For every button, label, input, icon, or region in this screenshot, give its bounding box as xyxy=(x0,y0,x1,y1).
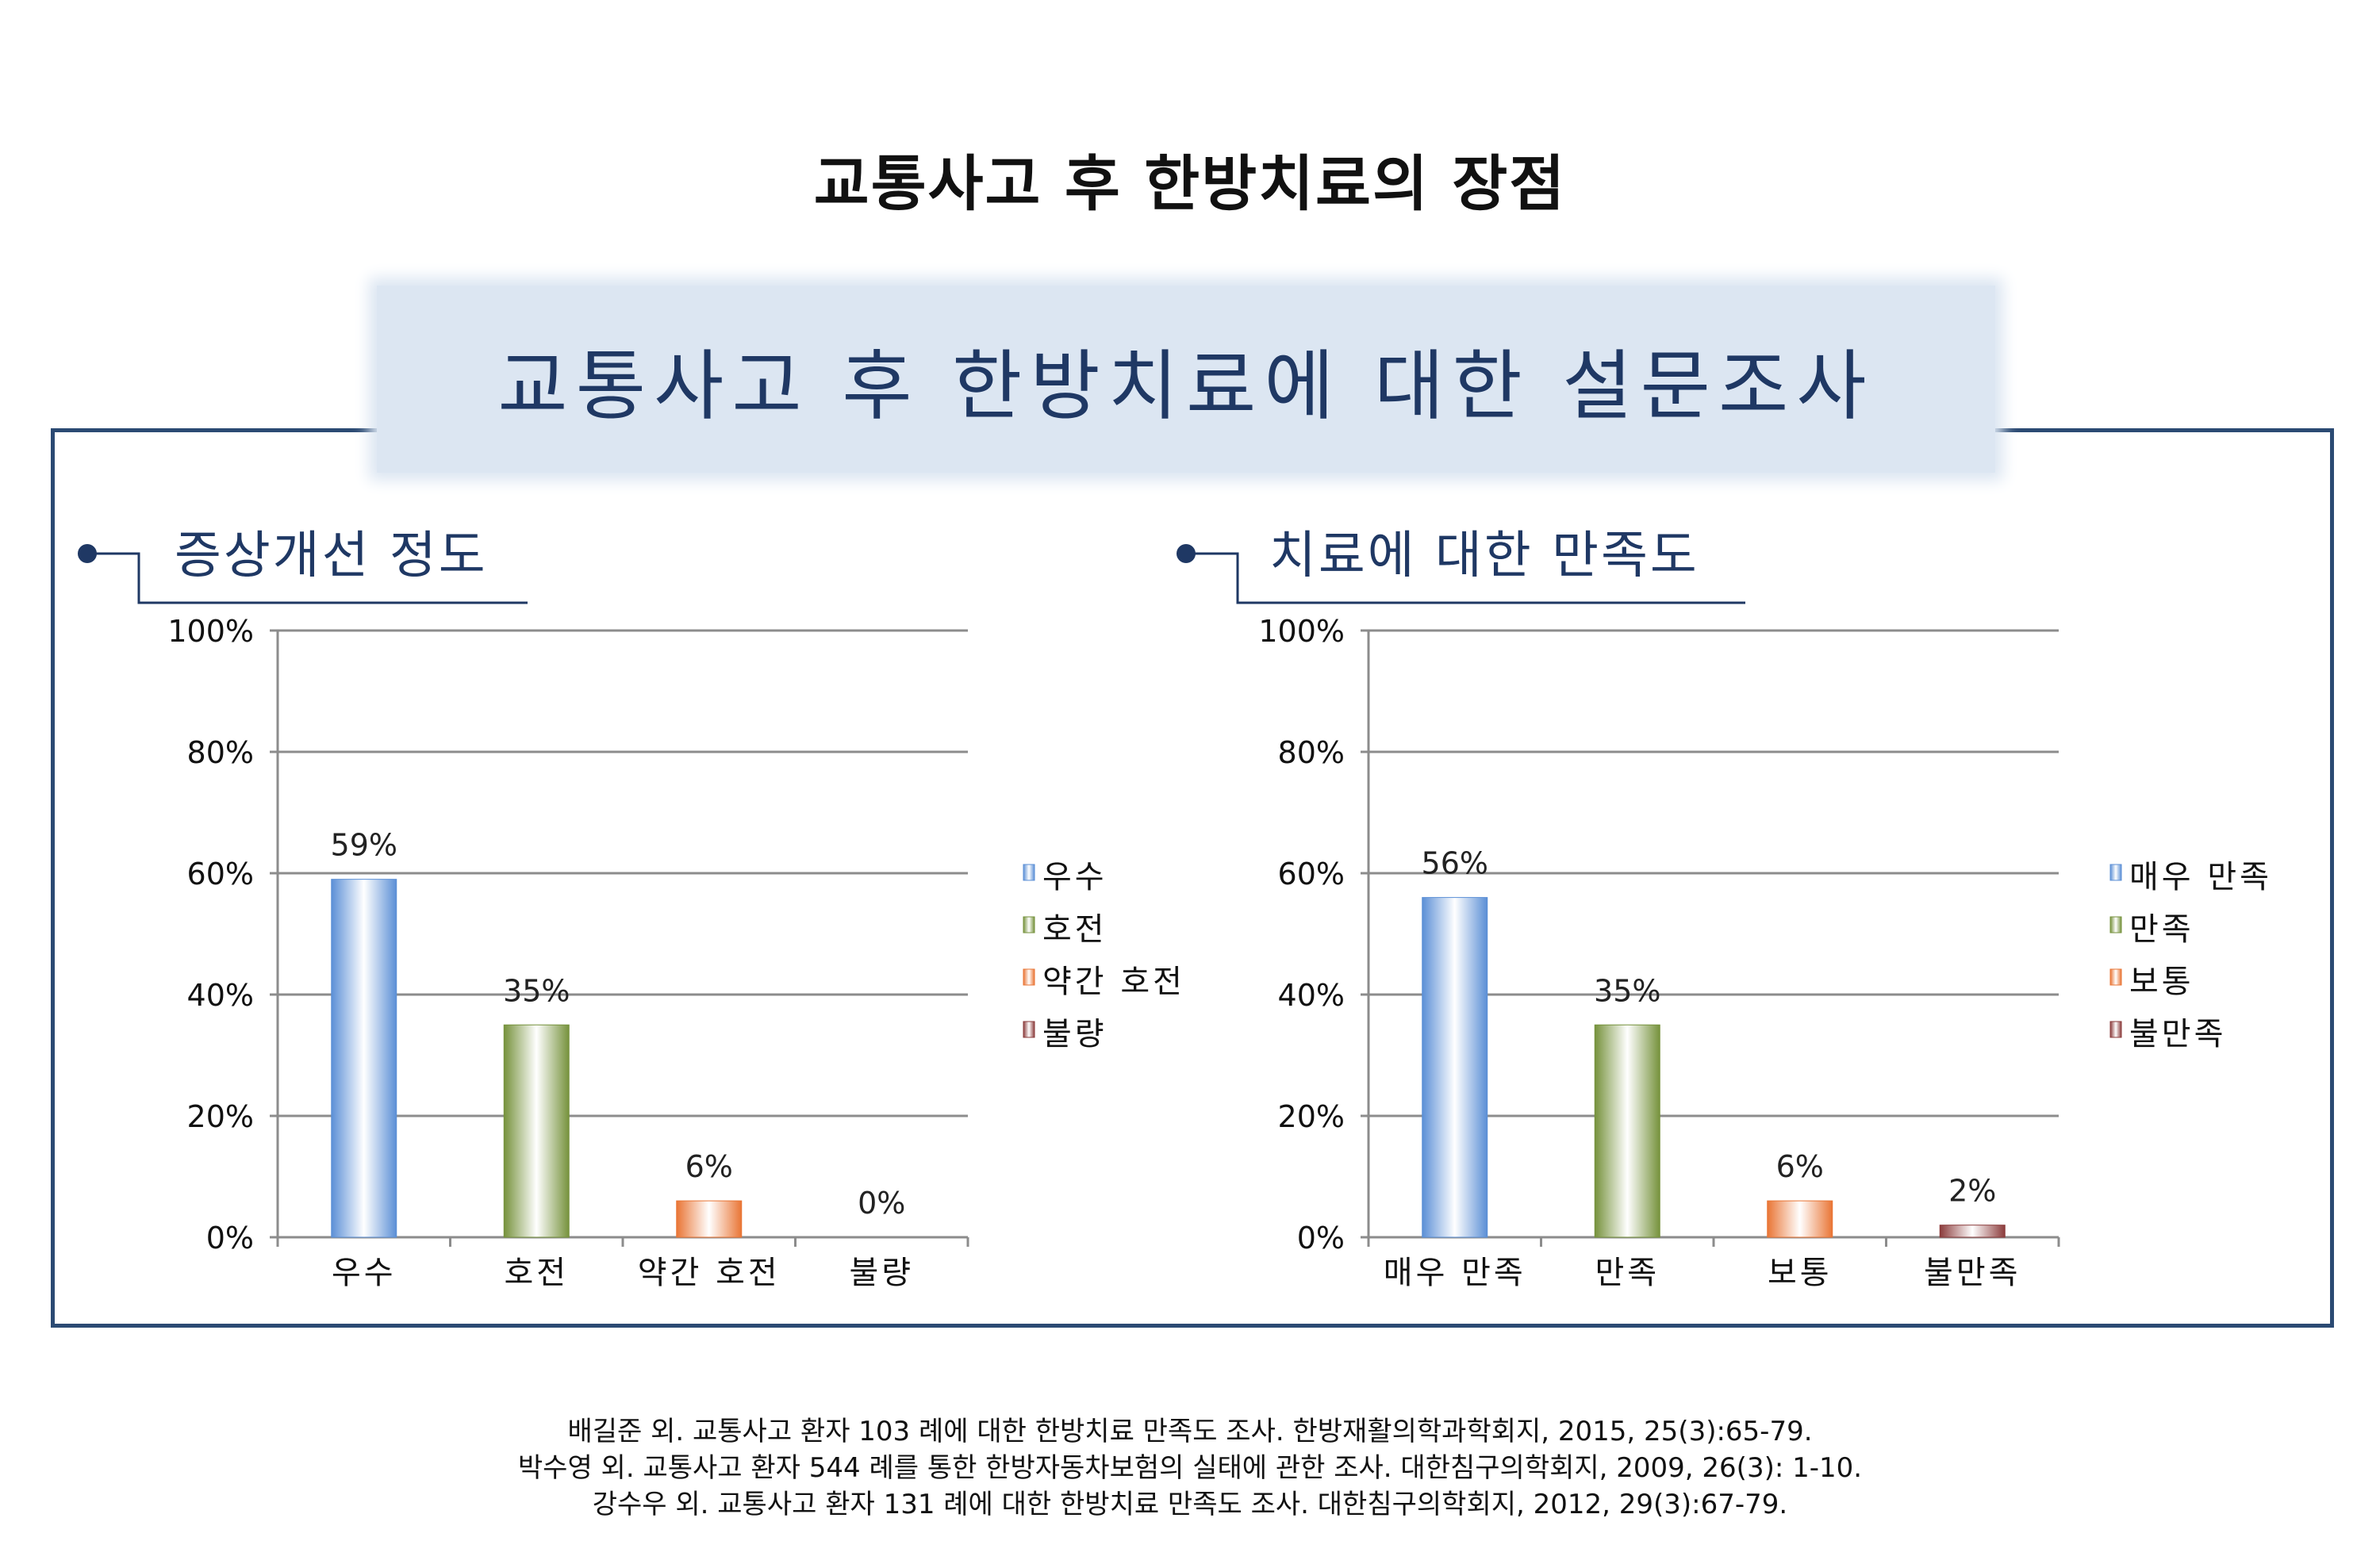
x-tick-label: 매우 만족 xyxy=(1384,1255,1526,1291)
y-tick-label: 20% xyxy=(187,1099,254,1134)
bar xyxy=(1939,1225,2006,1238)
legend-label: 호전 xyxy=(1042,911,1107,948)
x-tick-label: 불량 xyxy=(849,1255,914,1291)
legend-swatch xyxy=(1023,1021,1035,1038)
legend-label: 우수 xyxy=(1042,859,1107,895)
bar xyxy=(676,1200,743,1238)
bar xyxy=(331,879,397,1238)
y-tick-label: 60% xyxy=(187,857,254,891)
y-tick-label: 80% xyxy=(187,735,254,770)
data-label: 6% xyxy=(1776,1149,1824,1184)
legend-label: 불만족 xyxy=(2129,1016,2226,1052)
x-tick-label: 만족 xyxy=(1595,1255,1660,1291)
data-label: 6% xyxy=(685,1149,733,1184)
header-line xyxy=(1186,552,1745,604)
legend-label: 보통 xyxy=(2129,964,2194,1000)
chart-title: 치료에 대한 만족도 xyxy=(1269,527,1699,585)
legend-label: 불량 xyxy=(1042,1016,1107,1052)
legend-label: 매우 만족 xyxy=(2129,859,2272,895)
bar xyxy=(1422,897,1488,1238)
x-tick-label: 보통 xyxy=(1768,1255,1833,1291)
y-tick-label: 60% xyxy=(1278,857,1345,891)
data-label: 35% xyxy=(1594,973,1660,1008)
bar xyxy=(1594,1024,1660,1238)
legend-label: 약간 호전 xyxy=(1042,964,1185,1000)
y-tick-label: 40% xyxy=(1278,978,1345,1013)
legend-swatch xyxy=(2109,1021,2122,1038)
banner-title: 교통사고 후 한방치료에 대한 설문조사 xyxy=(497,341,1875,431)
y-tick-label: 40% xyxy=(187,978,254,1013)
data-label: 35% xyxy=(503,973,570,1008)
y-tick-label: 100% xyxy=(167,614,254,649)
survey-banner: 교통사고 후 한방치료에 대한 설문조사 xyxy=(377,286,1995,473)
x-tick-label: 호전 xyxy=(504,1255,569,1291)
y-tick-label: 0% xyxy=(206,1221,254,1255)
legend-swatch xyxy=(1023,916,1035,933)
data-label: 2% xyxy=(1948,1174,1996,1209)
data-label: 59% xyxy=(331,828,397,863)
data-label: 0% xyxy=(858,1186,905,1221)
reference-item: 강수우 외. 교통사고 환자 131 례에 대한 한방치료 만족도 조사. 대한… xyxy=(592,1489,1788,1520)
x-tick-label: 우수 xyxy=(332,1255,397,1291)
legend-swatch xyxy=(1023,864,1035,881)
bar xyxy=(503,1024,570,1238)
x-tick-label: 약간 호전 xyxy=(638,1255,781,1291)
y-tick-label: 20% xyxy=(1278,1099,1345,1134)
legend-label: 만족 xyxy=(2129,911,2194,948)
y-tick-label: 0% xyxy=(1297,1221,1345,1255)
y-tick-label: 100% xyxy=(1258,614,1345,649)
bar xyxy=(1767,1200,1833,1238)
legend-swatch xyxy=(2109,864,2122,881)
legend-swatch xyxy=(2109,916,2122,933)
chart-title: 증상개선 정도 xyxy=(175,527,488,585)
legend-swatch xyxy=(2109,968,2122,986)
y-tick-label: 80% xyxy=(1278,735,1345,770)
references: 배길준 외. 교통사고 환자 103 례에 대한 한방치료 만족도 조사. 한방… xyxy=(0,1413,2380,1523)
data-label: 56% xyxy=(1422,846,1488,881)
page-title: 교통사고 후 한방치료의 장점 xyxy=(813,148,1567,219)
header-line xyxy=(87,552,528,604)
symptom-improvement-chart: 증상개선 정도 0% 20% 40% 60% 80% 100% 59% 우수 35% 호전 6% 약간 … xyxy=(78,527,1185,1291)
x-tick-label: 불만족 xyxy=(1924,1255,2021,1291)
reference-item: 박수영 외. 교통사고 환자 544 례를 통한 한방자동차보험의 실태에 관한… xyxy=(517,1452,1863,1484)
legend-swatch xyxy=(1023,968,1035,986)
reference-item: 배길준 외. 교통사고 환자 103 례에 대한 한방치료 만족도 조사. 한방… xyxy=(567,1416,1813,1447)
treatment-satisfaction-chart: 치료에 대한 만족도 0% 20% 40% 60% 80% 100% 56% 매우 만족 35% 만… xyxy=(1177,527,2272,1291)
